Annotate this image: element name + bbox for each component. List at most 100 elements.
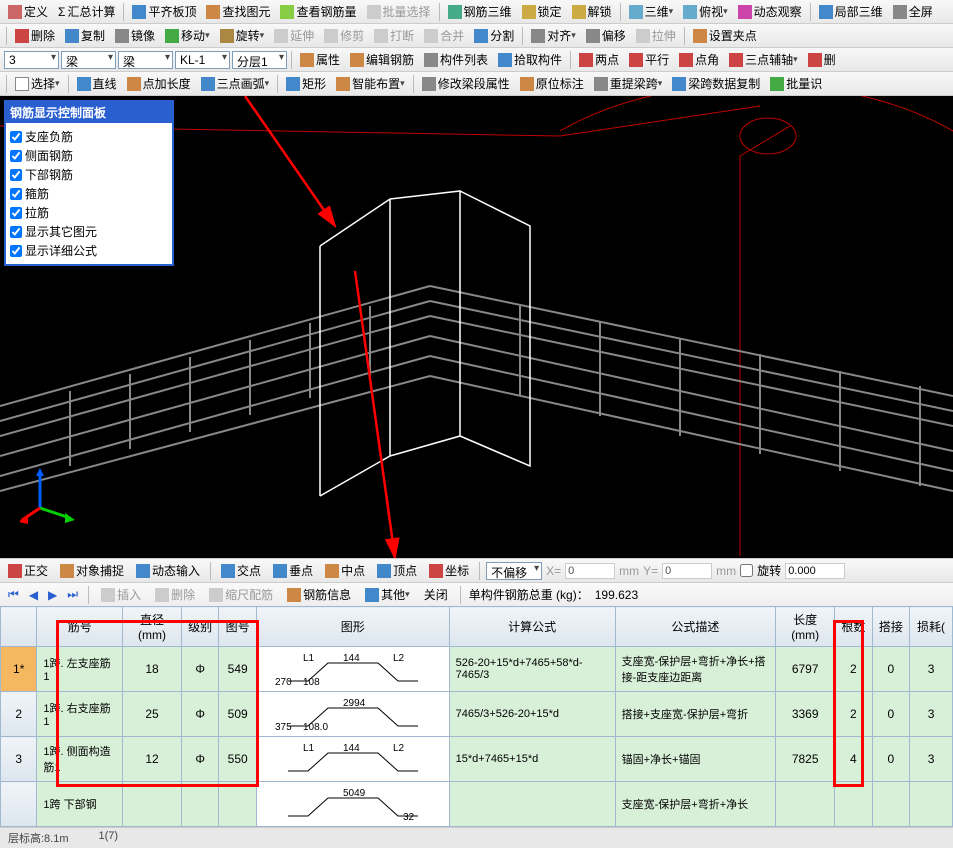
tb-modseg[interactable]: 修改梁段属性 xyxy=(418,74,514,93)
tb-respan[interactable]: 重提梁跨▾ xyxy=(590,74,667,93)
cell-loss[interactable]: 3 xyxy=(910,737,953,782)
cell-loss[interactable] xyxy=(910,782,953,827)
tb-extend[interactable]: 延伸 xyxy=(270,26,318,45)
tb-del-aux[interactable]: 删 xyxy=(804,50,840,69)
tb-local-3d[interactable]: 局部三维 xyxy=(815,2,887,21)
nav-rebar-info[interactable]: 钢筋信息 xyxy=(283,585,355,604)
th-loss[interactable]: 损耗( xyxy=(910,607,953,647)
tb-rotate[interactable]: 旋转▾ xyxy=(216,26,269,45)
cell-dia[interactable] xyxy=(123,782,182,827)
tb-props[interactable]: 属性 xyxy=(296,50,344,69)
th-dia[interactable]: 直径(mm) xyxy=(123,607,182,647)
table-row[interactable]: 2 1跨. 右支座筋1 25 Φ 509 2994 375 108.0 7465… xyxy=(1,692,953,737)
y-input[interactable] xyxy=(662,563,712,579)
cell-desc[interactable]: 支座宽-保护层+弯折+净长+搭接-距支座边距离 xyxy=(615,647,776,692)
tb-3pt-aux[interactable]: 三点辅轴▾ xyxy=(725,50,802,69)
tb-fullscreen[interactable]: 全屏 xyxy=(889,2,937,21)
tb-orbit[interactable]: 动态观察 xyxy=(734,2,806,21)
tb-edit-rebar[interactable]: 编辑钢筋 xyxy=(346,50,418,69)
tb-copy[interactable]: 复制 xyxy=(61,26,109,45)
nav-first[interactable]: ⏮ xyxy=(6,587,21,602)
table-row[interactable]: 1* 1跨. 左支座筋1 18 Φ 549 L1 L2 144 270 108 … xyxy=(1,647,953,692)
cell-formula[interactable]: 15*d+7465+15*d xyxy=(449,737,615,782)
nav-close[interactable]: 关闭 xyxy=(420,585,452,604)
cell-count[interactable]: 2 xyxy=(835,647,872,692)
tb-ptlen[interactable]: 点加长度 xyxy=(123,74,195,93)
tb-stretch[interactable]: 拉伸 xyxy=(632,26,680,45)
cell-shape[interactable]: 5049 32 xyxy=(256,782,449,827)
tb-trim[interactable]: 修剪 xyxy=(320,26,368,45)
cell-count[interactable]: 4 xyxy=(835,737,872,782)
tb-ortho[interactable]: 正交 xyxy=(4,561,52,580)
dd-floor[interactable]: 3 xyxy=(4,51,59,69)
th-count[interactable]: 根数 xyxy=(835,607,872,647)
cell-idx[interactable] xyxy=(1,782,37,827)
cell-grade[interactable] xyxy=(181,782,218,827)
cell-grade[interactable]: Φ xyxy=(181,692,218,737)
tb-coord[interactable]: 坐标 xyxy=(425,561,473,580)
cell-lap[interactable] xyxy=(872,782,909,827)
tb-mid[interactable]: 中点 xyxy=(321,561,369,580)
cell-dia[interactable]: 18 xyxy=(123,647,182,692)
cell-code[interactable]: 549 xyxy=(219,647,256,692)
tb-select[interactable]: 选择▾ xyxy=(11,74,64,93)
tb-ptangle[interactable]: 点角 xyxy=(675,50,723,69)
tb-rect[interactable]: 矩形 xyxy=(282,74,330,93)
dd-layer[interactable]: 分层1 xyxy=(232,51,287,69)
th-name[interactable]: 筋号 xyxy=(37,607,123,647)
cell-desc[interactable]: 锚固+净长+锚固 xyxy=(615,737,776,782)
cell-formula[interactable] xyxy=(449,782,615,827)
dd-member[interactable]: KL-1 xyxy=(175,51,230,69)
cell-name[interactable]: 1跨. 左支座筋1 xyxy=(37,647,123,692)
cell-code[interactable] xyxy=(219,782,256,827)
cell-grade[interactable]: Φ xyxy=(181,647,218,692)
tb-top-view[interactable]: 俯视▾ xyxy=(679,2,732,21)
cell-count[interactable]: 2 xyxy=(835,692,872,737)
cell-name[interactable]: 1跨. 右支座筋1 xyxy=(37,692,123,737)
tb-2pt[interactable]: 两点 xyxy=(575,50,623,69)
tb-3d[interactable]: 三维▾ xyxy=(625,2,678,21)
tb-annot[interactable]: 原位标注 xyxy=(516,74,588,93)
rotate-chk[interactable] xyxy=(740,564,753,577)
th-grade[interactable]: 级别 xyxy=(181,607,218,647)
cell-name[interactable]: 1跨. 侧面构造筋1 xyxy=(37,737,123,782)
dd-cat1[interactable]: 梁 xyxy=(61,51,116,69)
tb-3ptarc[interactable]: 三点画弧▾ xyxy=(197,74,274,93)
tb-batchid[interactable]: 批量识 xyxy=(766,74,826,93)
nav-insert[interactable]: 插入 xyxy=(97,585,145,604)
cell-shape[interactable]: 2994 375 108.0 xyxy=(256,692,449,737)
cell-lap[interactable]: 0 xyxy=(872,647,909,692)
cell-loss[interactable]: 3 xyxy=(910,647,953,692)
tb-split[interactable]: 分割 xyxy=(470,26,518,45)
cell-count[interactable] xyxy=(835,782,872,827)
tb-break[interactable]: 打断 xyxy=(370,26,418,45)
dd-offset[interactable]: 不偏移 xyxy=(486,562,542,580)
viewport-3d[interactable]: 钢筋显示控制面板 支座负筋 侧面钢筋 下部钢筋 箍筋 拉筋 显示其它图元 显示详… xyxy=(0,96,953,558)
cell-lap[interactable]: 0 xyxy=(872,737,909,782)
cell-grade[interactable]: Φ xyxy=(181,737,218,782)
th-code[interactable]: 图号 xyxy=(219,607,256,647)
cell-dia[interactable]: 25 xyxy=(123,692,182,737)
tb-delete[interactable]: 删除 xyxy=(11,26,59,45)
cell-loss[interactable]: 3 xyxy=(910,692,953,737)
th-shape[interactable]: 图形 xyxy=(256,607,449,647)
th-len[interactable]: 长度(mm) xyxy=(776,607,835,647)
cell-desc[interactable]: 支座宽-保护层+弯折+净长 xyxy=(615,782,776,827)
tb-unlock[interactable]: 解锁 xyxy=(568,2,616,21)
tb-pick[interactable]: 拾取构件 xyxy=(494,50,566,69)
nav-scale[interactable]: 缩尺配筋 xyxy=(205,585,277,604)
cell-idx[interactable]: 1* xyxy=(1,647,37,692)
tb-align[interactable]: 对齐▾ xyxy=(527,26,580,45)
nav-other[interactable]: 其他▾ xyxy=(361,585,414,604)
rotate-input[interactable] xyxy=(785,563,845,579)
cell-formula[interactable]: 7465/3+526-20+15*d xyxy=(449,692,615,737)
cell-len[interactable] xyxy=(776,782,835,827)
nav-last[interactable]: ⏭ xyxy=(65,587,80,602)
tb-osnap[interactable]: 对象捕捉 xyxy=(56,561,128,580)
tb-spancopy[interactable]: 梁跨数据复制 xyxy=(668,74,764,93)
cell-dia[interactable]: 12 xyxy=(123,737,182,782)
cell-desc[interactable]: 搭接+支座宽-保护层+弯折 xyxy=(615,692,776,737)
th-desc[interactable]: 公式描述 xyxy=(615,607,776,647)
tb-smart[interactable]: 智能布置▾ xyxy=(332,74,409,93)
th-lap[interactable]: 搭接 xyxy=(872,607,909,647)
